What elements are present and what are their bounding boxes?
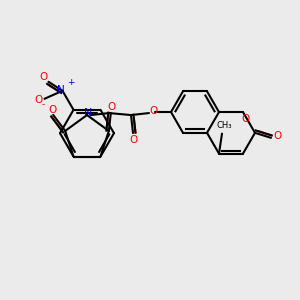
Text: O: O <box>130 135 138 145</box>
Text: O: O <box>274 131 282 141</box>
Text: CH₃: CH₃ <box>216 121 232 130</box>
Text: N: N <box>57 85 64 95</box>
Text: O: O <box>34 95 43 105</box>
Text: O: O <box>150 106 158 116</box>
Text: O: O <box>48 105 56 115</box>
Text: +: + <box>67 78 74 87</box>
Text: -: - <box>42 100 45 109</box>
Text: O: O <box>241 114 249 124</box>
Text: O: O <box>108 102 116 112</box>
Text: N: N <box>84 108 92 118</box>
Text: O: O <box>39 72 48 82</box>
